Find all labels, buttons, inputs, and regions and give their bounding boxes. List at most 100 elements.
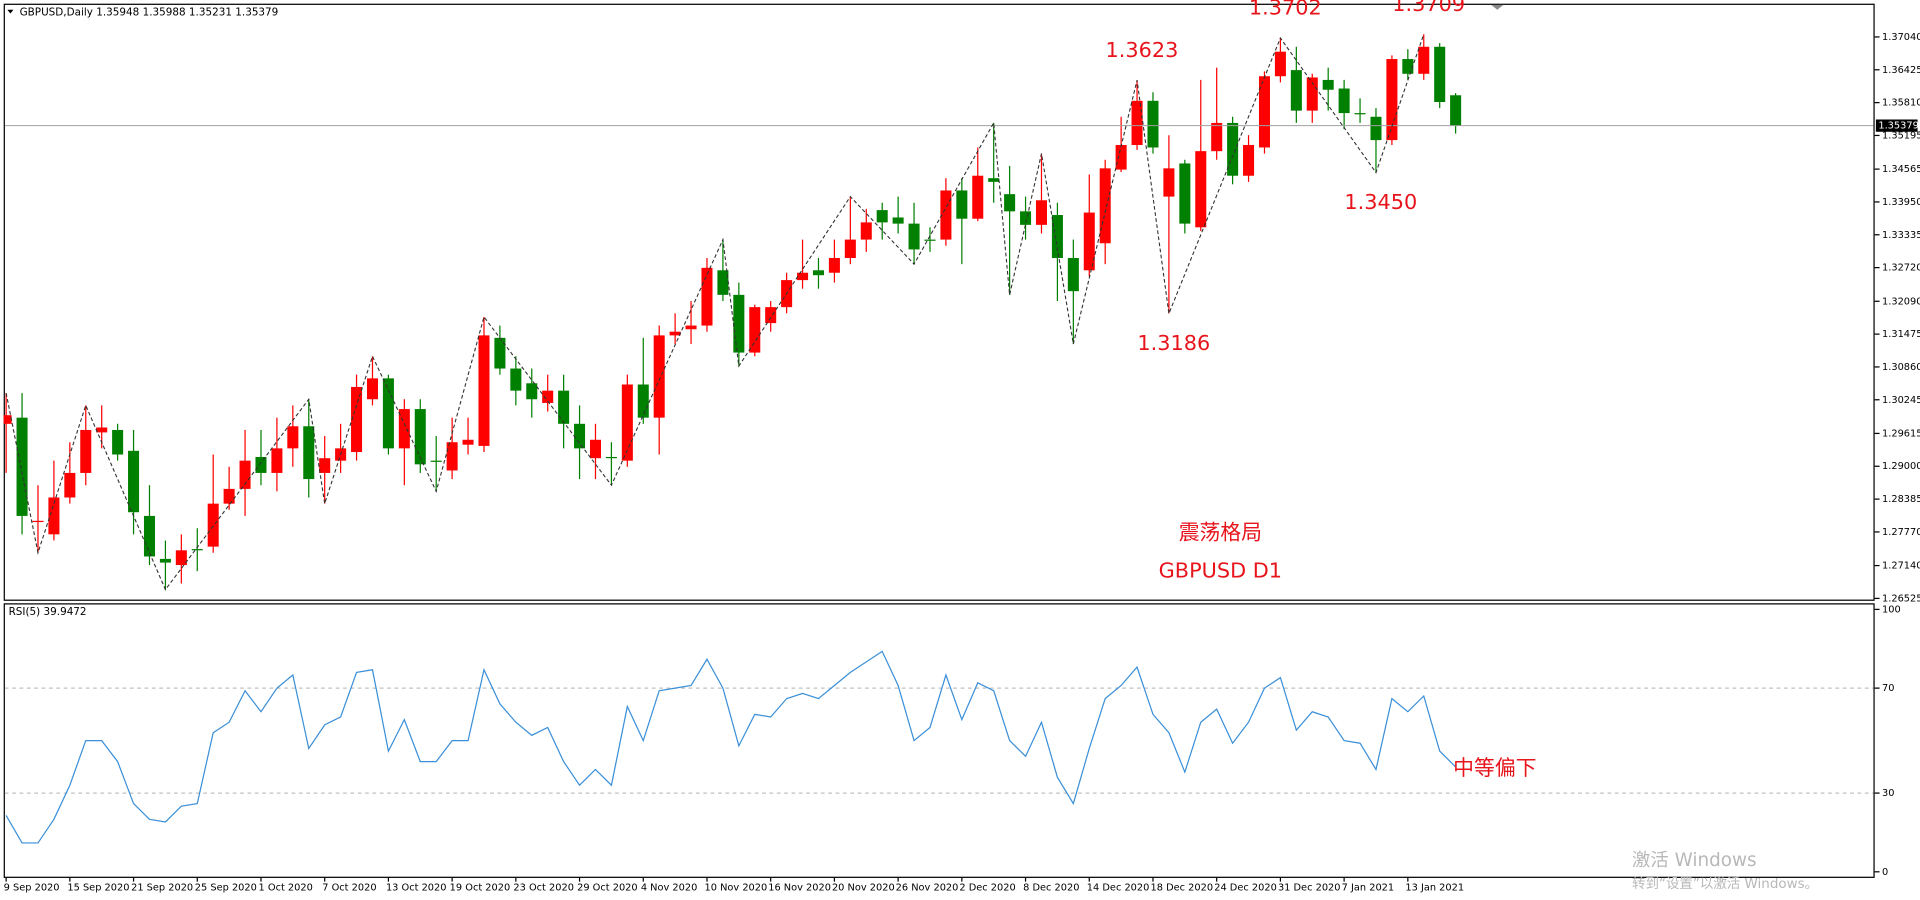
candle-body [351, 386, 363, 453]
header-low: 1.35231 [189, 6, 232, 18]
candle-body [1115, 145, 1127, 170]
candle-body [494, 337, 506, 369]
y-tick-label: 1.29615 [1882, 428, 1920, 439]
y-tick-label: 1.27140 [1882, 561, 1920, 572]
indicator-value: 39.9472 [44, 606, 87, 618]
candle-body [462, 439, 474, 445]
candle-body [733, 294, 745, 353]
swing-label: 1.3709 [1392, 0, 1465, 16]
x-tick-label: 13 Jan 2021 [1405, 883, 1464, 894]
x-tick-label: 8 Dec 2020 [1023, 883, 1079, 894]
candle-body [1243, 145, 1255, 176]
x-tick-label: 15 Sep 2020 [67, 883, 129, 894]
y-tick-label: 1.35195 [1882, 130, 1920, 141]
zigzag [5, 34, 1425, 591]
candle-body [303, 426, 315, 480]
candle-body [1035, 200, 1047, 225]
candle-body [1258, 76, 1270, 148]
candle-body [1099, 168, 1111, 244]
candle-body [287, 426, 299, 449]
candle-body [1322, 79, 1334, 90]
x-tick-label: 13 Oct 2020 [386, 883, 447, 894]
y-tick-label: 1.30245 [1882, 395, 1920, 406]
overlay: 1.37040 1.36425 1.35810 1.35195 1.34565 1.339… [4, 0, 1920, 894]
y-tick-label: 1.35810 [1882, 98, 1920, 109]
y-tick-label: 1.33335 [1882, 230, 1920, 241]
candle-body [956, 190, 968, 219]
candle-body [717, 270, 729, 295]
candle-body [860, 222, 872, 240]
candle-body [159, 558, 171, 563]
candle-body [1020, 211, 1032, 225]
candle-body [16, 417, 28, 516]
candle-body [1227, 122, 1239, 176]
candle-body [510, 368, 522, 391]
x-tick-label: 9 Sep 2020 [4, 883, 60, 894]
candle-body [414, 409, 426, 465]
y-tick-label: 1.36425 [1882, 65, 1920, 76]
candle-body [1051, 215, 1063, 259]
main-plot [3, 34, 1874, 591]
candle-body [988, 178, 1000, 182]
x-tick-label: 24 Dec 2020 [1214, 883, 1277, 894]
candle-body [1004, 194, 1016, 212]
candle-body [128, 450, 140, 513]
candle-body [48, 497, 60, 535]
x-tick-label: 7 Jan 2021 [1342, 883, 1394, 894]
candle-body [908, 223, 920, 250]
candle-body [64, 472, 76, 498]
watermark: 转到“设置”以激活 Windows。 [1632, 876, 1818, 892]
candle-body [797, 272, 809, 281]
swing-label: 1.3450 [1344, 190, 1417, 214]
candle-body [1163, 168, 1175, 197]
candle-body [1450, 95, 1462, 126]
y-tick-label: 30 [1882, 788, 1894, 799]
candle-body [319, 458, 331, 473]
candle-body [701, 267, 713, 326]
candle-body [844, 239, 856, 259]
candle-body [1354, 113, 1366, 115]
candle-body [1402, 59, 1414, 74]
candle-body [1386, 59, 1398, 141]
scroll-marker [1491, 4, 1504, 10]
candle-body [892, 217, 904, 224]
candle-body [653, 335, 665, 418]
candle-body [828, 258, 840, 273]
x-tick-label: 26 Nov 2020 [896, 883, 959, 894]
x-tick-label: 29 Oct 2020 [577, 883, 638, 894]
candle-body [1338, 88, 1350, 114]
y-tick-label: 1.30860 [1882, 362, 1920, 373]
y-tick-label: 1.27770 [1882, 527, 1920, 538]
candle-body [271, 448, 283, 473]
candle-body [1179, 163, 1191, 224]
main-panel [3, 3, 1875, 601]
candle-body [1083, 212, 1095, 271]
candle-body [366, 378, 378, 400]
candle-body [96, 427, 108, 433]
y-tick-label: 1.28385 [1882, 494, 1920, 505]
symbol: GBPUSD,Daily [20, 6, 93, 18]
price-tag [1875, 119, 1918, 132]
y-tick-label: 1.26525 [1882, 593, 1920, 604]
annotation: GBPUSD D1 [1159, 558, 1282, 582]
candle-body [255, 456, 267, 473]
candle-body [765, 307, 777, 324]
indicator-title: RSI(5) 39.9472 [9, 606, 87, 618]
header-close: 1.35379 [235, 6, 278, 18]
candle-body [924, 239, 936, 241]
annotation: 震荡格局 [1179, 520, 1262, 544]
header-open: 1.35948 [96, 6, 139, 18]
candle-body [542, 390, 554, 403]
indicator-name: RSI(5) [9, 606, 41, 618]
x-tick-label: 31 Dec 2020 [1278, 883, 1341, 894]
rsi-line [5, 650, 1457, 844]
swing-label: 1.3186 [1137, 331, 1210, 355]
x-tick-label: 10 Nov 2020 [705, 883, 768, 894]
candle-body [191, 549, 203, 551]
x-tick-label: 20 Nov 2020 [832, 883, 895, 894]
y-tick-label: 1.32090 [1882, 296, 1920, 307]
menu-arrow[interactable] [7, 9, 14, 14]
y-tick-label: 100 [1882, 604, 1901, 615]
candle-body [1131, 100, 1143, 146]
candle-body [1211, 122, 1223, 152]
